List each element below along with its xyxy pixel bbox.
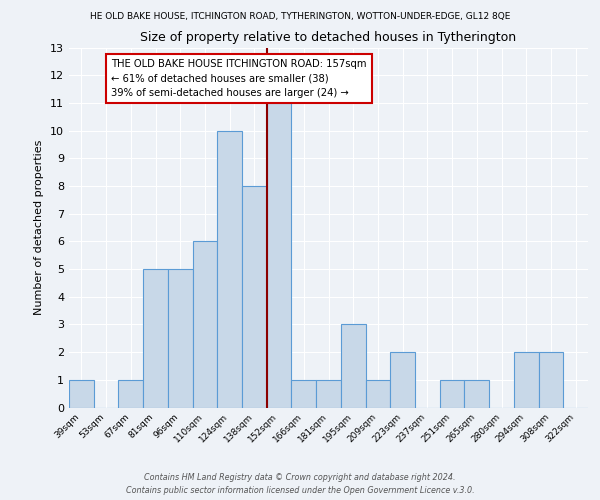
Bar <box>365 380 390 407</box>
Text: Contains HM Land Registry data © Crown copyright and database right 2024.
Contai: Contains HM Land Registry data © Crown c… <box>125 474 475 495</box>
Title: Size of property relative to detached houses in Tytherington: Size of property relative to detached ho… <box>140 30 517 44</box>
Bar <box>514 352 539 408</box>
Bar <box>118 380 143 407</box>
Bar <box>217 130 242 407</box>
Bar <box>341 324 365 407</box>
Bar <box>440 380 464 407</box>
Y-axis label: Number of detached properties: Number of detached properties <box>34 140 44 315</box>
Bar <box>242 186 267 408</box>
Bar <box>316 380 341 407</box>
Bar <box>193 242 217 408</box>
Text: THE OLD BAKE HOUSE ITCHINGTON ROAD: 157sqm
← 61% of detached houses are smaller : THE OLD BAKE HOUSE ITCHINGTON ROAD: 157s… <box>111 58 367 98</box>
Bar <box>168 269 193 407</box>
Bar <box>292 380 316 407</box>
Bar <box>390 352 415 408</box>
Bar <box>464 380 489 407</box>
Bar <box>143 269 168 407</box>
Bar <box>539 352 563 408</box>
Bar <box>69 380 94 407</box>
Bar <box>267 103 292 408</box>
Text: HE OLD BAKE HOUSE, ITCHINGTON ROAD, TYTHERINGTON, WOTTON-UNDER-EDGE, GL12 8QE: HE OLD BAKE HOUSE, ITCHINGTON ROAD, TYTH… <box>90 12 510 22</box>
